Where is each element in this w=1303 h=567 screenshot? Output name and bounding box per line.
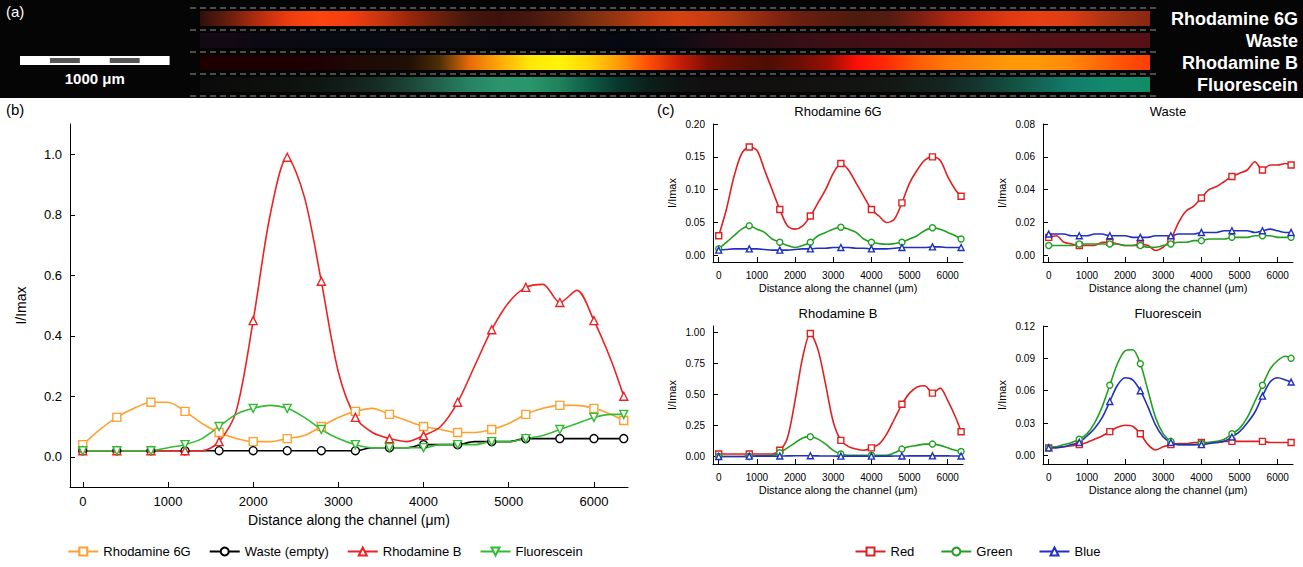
svg-text:0.0: 0.0 — [44, 449, 62, 464]
svg-text:0: 0 — [1046, 270, 1052, 281]
svg-text:0.75: 0.75 — [686, 358, 706, 369]
svg-text:Distance along the channel (μm: Distance along the channel (μm) — [248, 512, 450, 528]
svg-text:Distance along the channel (μm: Distance along the channel (μm) — [759, 282, 918, 294]
svg-text:3000: 3000 — [822, 270, 845, 281]
svg-text:1000: 1000 — [1076, 270, 1099, 281]
svg-text:Green: Green — [976, 544, 1012, 559]
svg-text:(c): (c) — [657, 101, 675, 118]
svg-text:6000: 6000 — [579, 494, 608, 509]
svg-text:I/Imax: I/Imax — [996, 380, 1008, 410]
svg-text:0.05: 0.05 — [686, 217, 706, 228]
svg-text:0.04: 0.04 — [1016, 184, 1036, 195]
svg-text:0.00: 0.00 — [1016, 250, 1036, 261]
svg-text:0.00: 0.00 — [686, 250, 706, 261]
svg-text:3000: 3000 — [324, 494, 353, 509]
svg-text:6000: 6000 — [1267, 472, 1290, 483]
svg-text:2000: 2000 — [1114, 270, 1137, 281]
svg-text:3000: 3000 — [1152, 472, 1175, 483]
svg-text:6000: 6000 — [937, 270, 960, 281]
svg-text:5000: 5000 — [494, 494, 523, 509]
svg-text:4000: 4000 — [860, 472, 883, 483]
svg-text:Rhodamine B: Rhodamine B — [1182, 53, 1298, 73]
svg-text:2000: 2000 — [1114, 472, 1137, 483]
svg-text:6000: 6000 — [937, 472, 960, 483]
svg-text:Waste: Waste — [1246, 31, 1298, 51]
svg-text:2000: 2000 — [239, 494, 268, 509]
svg-text:5000: 5000 — [1228, 270, 1251, 281]
svg-text:Distance along the channel (μm: Distance along the channel (μm) — [1089, 484, 1248, 496]
svg-text:0.10: 0.10 — [686, 184, 706, 195]
svg-text:4000: 4000 — [1190, 472, 1213, 483]
svg-text:1000: 1000 — [1076, 472, 1099, 483]
svg-text:0: 0 — [716, 270, 722, 281]
svg-text:0.15: 0.15 — [686, 151, 706, 162]
svg-text:0.00: 0.00 — [686, 451, 706, 462]
svg-text:0.08: 0.08 — [1016, 119, 1036, 130]
svg-text:3000: 3000 — [1152, 270, 1175, 281]
svg-text:Rhodamine 6G: Rhodamine 6G — [794, 104, 881, 119]
svg-text:(a): (a) — [6, 3, 24, 20]
svg-text:Waste (empty): Waste (empty) — [245, 544, 329, 559]
svg-text:0.06: 0.06 — [1016, 151, 1036, 162]
svg-text:4000: 4000 — [409, 494, 438, 509]
svg-text:Rhodamine 6G: Rhodamine 6G — [103, 544, 190, 559]
svg-text:0.2: 0.2 — [44, 389, 62, 404]
svg-text:Blue: Blue — [1074, 544, 1100, 559]
svg-text:3000: 3000 — [822, 472, 845, 483]
svg-text:2000: 2000 — [784, 270, 807, 281]
svg-text:0: 0 — [716, 472, 722, 483]
svg-text:0.50: 0.50 — [686, 389, 706, 400]
svg-text:0.6: 0.6 — [44, 268, 62, 283]
svg-text:Distance along the channel (μm: Distance along the channel (μm) — [759, 484, 918, 496]
svg-text:0.02: 0.02 — [1016, 217, 1036, 228]
svg-text:5000: 5000 — [898, 270, 921, 281]
svg-text:0.8: 0.8 — [44, 207, 62, 222]
svg-text:I/Imax: I/Imax — [666, 380, 678, 410]
svg-text:1.00: 1.00 — [686, 327, 706, 338]
svg-text:0.4: 0.4 — [44, 328, 62, 343]
svg-text:Waste: Waste — [1150, 104, 1186, 119]
svg-text:0.20: 0.20 — [686, 119, 706, 130]
svg-text:4000: 4000 — [1190, 270, 1213, 281]
svg-text:1000: 1000 — [154, 494, 183, 509]
svg-text:1000: 1000 — [746, 270, 769, 281]
svg-text:2000: 2000 — [784, 472, 807, 483]
svg-text:0.06: 0.06 — [1016, 385, 1036, 396]
svg-text:0.03: 0.03 — [1016, 418, 1036, 429]
svg-text:0.00: 0.00 — [1016, 450, 1036, 461]
svg-text:4000: 4000 — [860, 270, 883, 281]
svg-text:0: 0 — [1046, 472, 1052, 483]
svg-text:Red: Red — [891, 544, 915, 559]
svg-text:Rhodamine B: Rhodamine B — [383, 544, 462, 559]
svg-text:0: 0 — [79, 494, 86, 509]
svg-text:1.0: 1.0 — [44, 147, 62, 162]
svg-text:6000: 6000 — [1267, 270, 1290, 281]
svg-text:1000: 1000 — [746, 472, 769, 483]
svg-text:0.12: 0.12 — [1016, 321, 1036, 332]
svg-text:I/Imax: I/Imax — [13, 286, 29, 324]
svg-text:(b): (b) — [6, 101, 24, 118]
svg-text:I/Imax: I/Imax — [996, 178, 1008, 208]
svg-text:Fluorescein: Fluorescein — [516, 544, 583, 559]
svg-text:Fluorescein: Fluorescein — [1134, 306, 1201, 321]
svg-text:Distance along the channel (μm: Distance along the channel (μm) — [1089, 282, 1248, 294]
svg-text:Fluorescein: Fluorescein — [1197, 75, 1298, 95]
svg-text:Rhodamine B: Rhodamine B — [799, 306, 878, 321]
svg-text:Rhodamine 6G: Rhodamine 6G — [1171, 9, 1298, 29]
svg-text:0.09: 0.09 — [1016, 353, 1036, 364]
svg-text:5000: 5000 — [1228, 472, 1251, 483]
svg-text:0.25: 0.25 — [686, 420, 706, 431]
svg-text:5000: 5000 — [898, 472, 921, 483]
svg-text:I/Imax: I/Imax — [666, 178, 678, 208]
svg-text:1000 μm: 1000 μm — [65, 70, 125, 87]
